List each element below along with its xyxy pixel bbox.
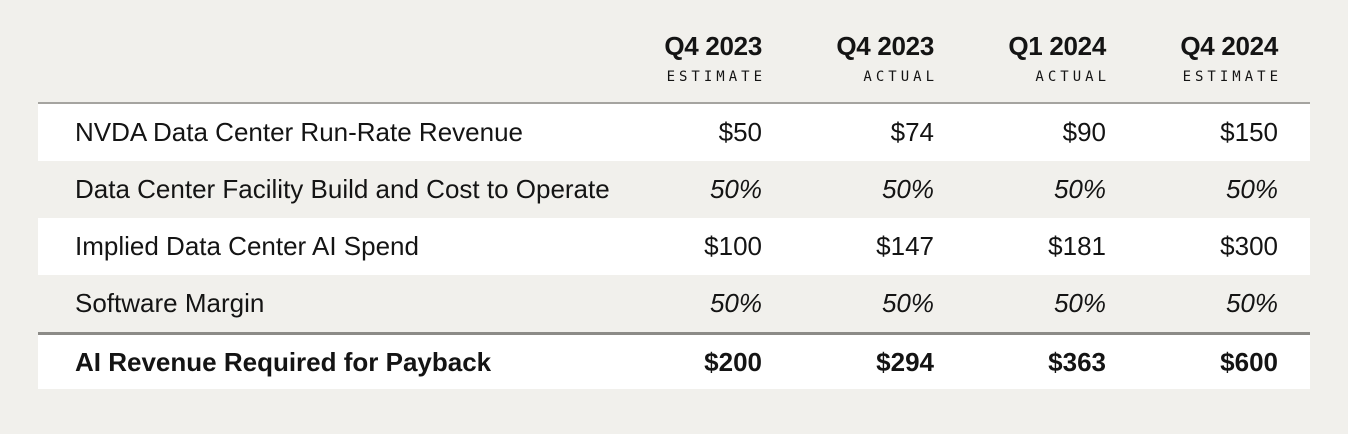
column-qualifier-label: ESTIMATE xyxy=(1182,68,1282,85)
row-label: AI Revenue Required for Payback xyxy=(75,346,492,377)
table-header-row: Q4 2023 ESTIMATE Q4 2023 ACTUAL Q1 2024 … xyxy=(38,0,1310,104)
value-cell: $90 xyxy=(1062,117,1106,148)
row-software-margin: Software Margin 50% 50% 50% 50% xyxy=(38,275,1310,332)
column-header-q4-2023-estimate: Q4 2023 ESTIMATE xyxy=(590,32,762,85)
column-period-label: Q1 2024 xyxy=(1008,31,1106,61)
value-cell: $147 xyxy=(876,231,934,262)
column-period-label: Q4 2024 xyxy=(1180,31,1278,61)
row-label: Implied Data Center AI Spend xyxy=(75,231,419,262)
row-ai-revenue-payback: AI Revenue Required for Payback $200 $29… xyxy=(38,331,1310,389)
column-header-q4-2023-actual: Q4 2023 ACTUAL xyxy=(762,32,934,85)
column-header-q1-2024-actual: Q1 2024 ACTUAL xyxy=(934,32,1106,85)
column-qualifier-label: ESTIMATE xyxy=(666,68,766,85)
value-cell: $200 xyxy=(704,346,762,377)
value-cell: 50% xyxy=(881,174,934,205)
value-cell: $363 xyxy=(1048,346,1106,377)
value-cell: 50% xyxy=(1225,288,1278,319)
row-label: NVDA Data Center Run-Rate Revenue xyxy=(75,117,524,148)
value-cell: $300 xyxy=(1220,231,1278,262)
value-cell: $100 xyxy=(704,231,762,262)
payback-table: Q4 2023 ESTIMATE Q4 2023 ACTUAL Q1 2024 … xyxy=(38,0,1310,389)
value-cell: $294 xyxy=(876,346,934,377)
value-cell: 50% xyxy=(1053,174,1106,205)
value-cell: 50% xyxy=(709,288,762,319)
column-period-label: Q4 2023 xyxy=(836,31,934,61)
value-cell: 50% xyxy=(1053,288,1106,319)
row-label: Data Center Facility Build and Cost to O… xyxy=(75,174,610,205)
row-facility-build-cost: Data Center Facility Build and Cost to O… xyxy=(38,161,1310,218)
value-cell: $74 xyxy=(890,117,934,148)
value-cell: $150 xyxy=(1220,117,1278,148)
column-period-label: Q4 2023 xyxy=(664,31,762,61)
row-label: Software Margin xyxy=(75,288,265,319)
row-nvda-run-rate-revenue: NVDA Data Center Run-Rate Revenue $50 $7… xyxy=(38,103,1310,161)
column-qualifier-label: ACTUAL xyxy=(863,68,938,85)
value-cell: 50% xyxy=(709,174,762,205)
row-implied-ai-spend: Implied Data Center AI Spend $100 $147 $… xyxy=(38,217,1310,275)
value-cell: 50% xyxy=(1225,174,1278,205)
value-cell: 50% xyxy=(881,288,934,319)
value-cell: $50 xyxy=(718,117,762,148)
value-cell: $600 xyxy=(1220,346,1278,377)
value-cell: $181 xyxy=(1048,231,1106,262)
column-header-q4-2024-estimate: Q4 2024 ESTIMATE xyxy=(1106,32,1278,85)
column-qualifier-label: ACTUAL xyxy=(1035,68,1110,85)
